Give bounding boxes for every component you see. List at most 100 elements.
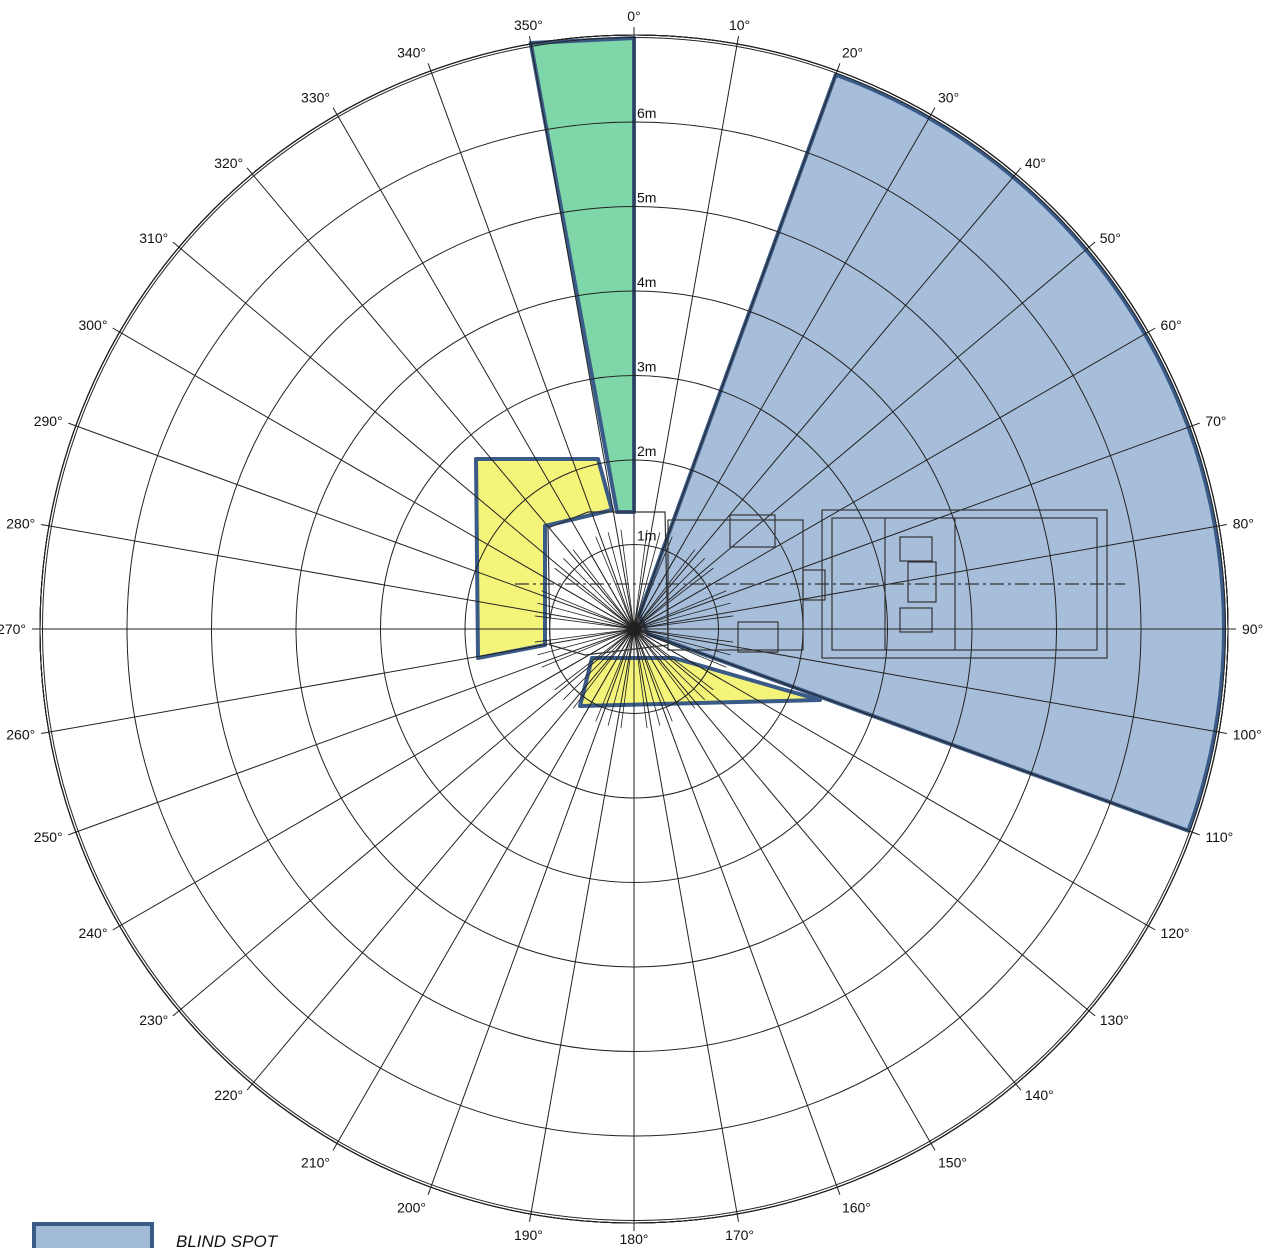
angle-label: 190° <box>514 1227 543 1243</box>
angle-spoke <box>528 36 635 630</box>
angle-label: 30° <box>938 89 959 105</box>
sightline <box>572 549 635 630</box>
angle-spoke <box>633 327 1156 630</box>
ring-label: 5m <box>637 190 656 206</box>
engine-block-1 <box>899 536 933 562</box>
angle-spoke <box>112 327 635 630</box>
sightline <box>537 628 635 656</box>
obstructed-zone-left <box>474 457 614 660</box>
sightline <box>554 628 635 691</box>
sightline <box>547 578 635 630</box>
angle-label: 270° <box>0 621 26 637</box>
engine-block-3 <box>907 561 937 603</box>
legend-blind-spot-swatch <box>32 1222 154 1248</box>
angle-label: 340° <box>397 45 426 61</box>
sightline <box>633 628 734 643</box>
sightline <box>633 628 714 691</box>
sightline <box>595 628 635 722</box>
angle-spoke <box>633 36 740 630</box>
angle-label: 120° <box>1161 925 1190 941</box>
angle-spoke <box>332 628 635 1151</box>
sightline <box>572 628 635 709</box>
angle-spoke <box>172 241 635 630</box>
angle-label: 320° <box>214 155 243 171</box>
sightline <box>563 558 635 630</box>
angle-spoke <box>633 523 1227 630</box>
angle-spoke <box>427 628 635 1195</box>
angle-label: 350° <box>514 17 543 33</box>
sightline <box>541 590 635 630</box>
fender-outline <box>729 514 776 548</box>
ring-label: 2m <box>637 443 656 459</box>
sightline <box>633 578 721 630</box>
sightline <box>633 529 648 630</box>
angle-spoke <box>633 628 1227 735</box>
angle-label: 260° <box>6 727 35 743</box>
sightline <box>633 628 727 668</box>
angle-spoke <box>332 107 635 630</box>
angle-label: 70° <box>1205 413 1226 429</box>
sightline <box>620 628 635 729</box>
sightline <box>633 615 734 630</box>
sightline <box>633 542 685 630</box>
angle-spoke <box>246 167 635 630</box>
sightline <box>541 628 635 668</box>
sightline <box>607 532 635 630</box>
sightline <box>633 628 721 680</box>
angle-label: 330° <box>301 89 330 105</box>
angle-label: 230° <box>139 1012 168 1028</box>
angle-label: 90° <box>1242 621 1263 637</box>
angle-spoke <box>172 628 635 1017</box>
sightline <box>583 628 635 716</box>
sightline <box>595 536 635 630</box>
angle-label: 160° <box>842 1199 871 1215</box>
angle-label: 100° <box>1233 727 1262 743</box>
engine-block-2 <box>899 607 933 633</box>
angle-label: 80° <box>1233 515 1254 531</box>
sightline <box>633 567 714 630</box>
blind-spot-zone <box>637 72 1226 833</box>
angle-spoke <box>633 628 841 1195</box>
angle-spoke <box>633 241 1096 630</box>
angle-spoke <box>112 628 635 931</box>
sightline <box>620 529 635 630</box>
angle-spoke <box>633 628 1096 1017</box>
angle-label: 150° <box>938 1155 967 1171</box>
sightline <box>537 602 635 630</box>
angle-label: 40° <box>1025 155 1046 171</box>
sightline <box>554 567 635 630</box>
angle-label: 250° <box>34 829 63 845</box>
sightline <box>633 628 648 729</box>
angle-label: 0° <box>627 8 640 24</box>
sightline <box>633 628 696 709</box>
angle-labels: 0° 10° 20° 30° 40° 50° 60° 70° 80° 90° 100° 110° 120… <box>0 8 1263 1247</box>
angle-spoke <box>633 628 936 1151</box>
angle-label: 60° <box>1161 317 1182 333</box>
angle-spoke <box>633 628 1156 931</box>
angle-label: 310° <box>139 230 168 246</box>
angle-label: 200° <box>397 1199 426 1215</box>
sightline <box>583 542 635 630</box>
sightline <box>633 549 696 630</box>
angle-label: 50° <box>1100 230 1121 246</box>
hitch-outline <box>802 569 826 601</box>
angle-spoke <box>633 107 936 630</box>
sightline <box>633 532 661 630</box>
angle-label: 240° <box>78 925 107 941</box>
angle-spoke <box>633 628 1022 1091</box>
angle-label: 140° <box>1025 1087 1054 1103</box>
visible-zone-front <box>528 36 636 514</box>
ring-label: 6m <box>637 105 656 121</box>
angle-label: 20° <box>842 45 863 61</box>
angle-label: 210° <box>301 1155 330 1171</box>
sightline <box>633 558 705 630</box>
sightline <box>633 590 727 630</box>
angle-label: 180° <box>620 1231 649 1247</box>
angle-spoke <box>41 628 635 735</box>
ring-label: 4m <box>637 274 656 290</box>
sightline <box>607 628 635 726</box>
angle-spoke <box>633 628 1200 836</box>
angle-spoke <box>633 422 1200 630</box>
angle-spoke <box>68 422 635 630</box>
